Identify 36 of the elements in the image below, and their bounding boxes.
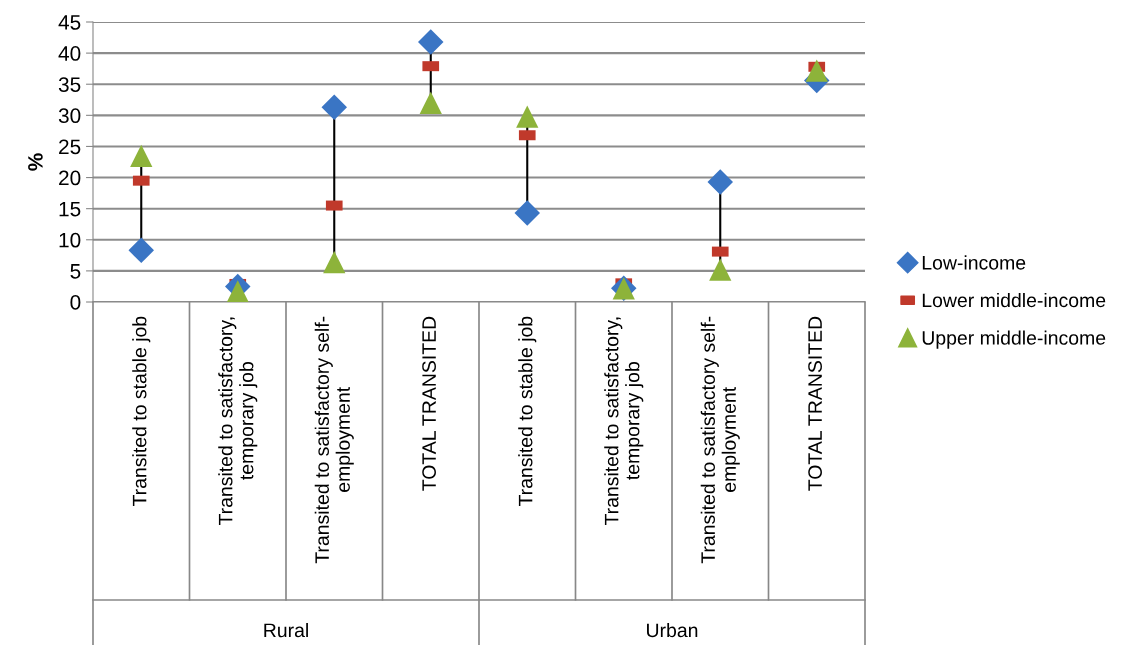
point: [709, 258, 732, 281]
point: [128, 237, 155, 264]
x-tick-label: Transited to satisfactory, temporary job: [218, 317, 258, 526]
point: [514, 200, 541, 226]
y-tick-label: 25: [59, 139, 81, 155]
point: [321, 94, 348, 121]
y-tick-label: 10: [59, 232, 81, 248]
x-tick-label: Transited to satisfactory, temporary job: [604, 317, 644, 526]
point: [805, 59, 828, 82]
point: [130, 144, 153, 167]
legend-label: Low-income: [922, 255, 1026, 270]
x-tick-label: TOTAL TRANSITED: [808, 316, 822, 491]
x-tick-label: Transited to satisfactory self- employment: [314, 316, 354, 564]
x-tick-label: Transited to stable job: [518, 316, 537, 507]
legend-label: Upper middle-income: [922, 330, 1106, 349]
y-tick-label: 35: [58, 77, 81, 92]
point: [323, 251, 346, 274]
x-tick-label: Transited to stable job: [132, 316, 151, 507]
y-tick-label: 0: [70, 295, 81, 310]
y-tick-label: 40: [58, 46, 81, 61]
point: [707, 169, 734, 195]
y-axis-title: %: [28, 153, 43, 171]
point: [516, 105, 539, 128]
y-tick-label: 45: [58, 15, 81, 30]
point: [419, 91, 442, 114]
y-tick-label: 20: [59, 170, 81, 186]
text: Urban: [647, 622, 698, 638]
legend-label: Lower middle-income: [922, 292, 1106, 308]
point: [226, 280, 249, 302]
x-tick-label: Transited to satisfactory self- employment: [700, 316, 740, 564]
y-tick-label: 30: [58, 108, 81, 124]
y-tick-label: 15: [59, 201, 81, 217]
text: Rural: [264, 622, 308, 638]
point: [417, 29, 444, 55]
y-tick-label: 5: [70, 264, 81, 279]
x-tick-label: TOTAL TRANSITED: [422, 316, 436, 491]
